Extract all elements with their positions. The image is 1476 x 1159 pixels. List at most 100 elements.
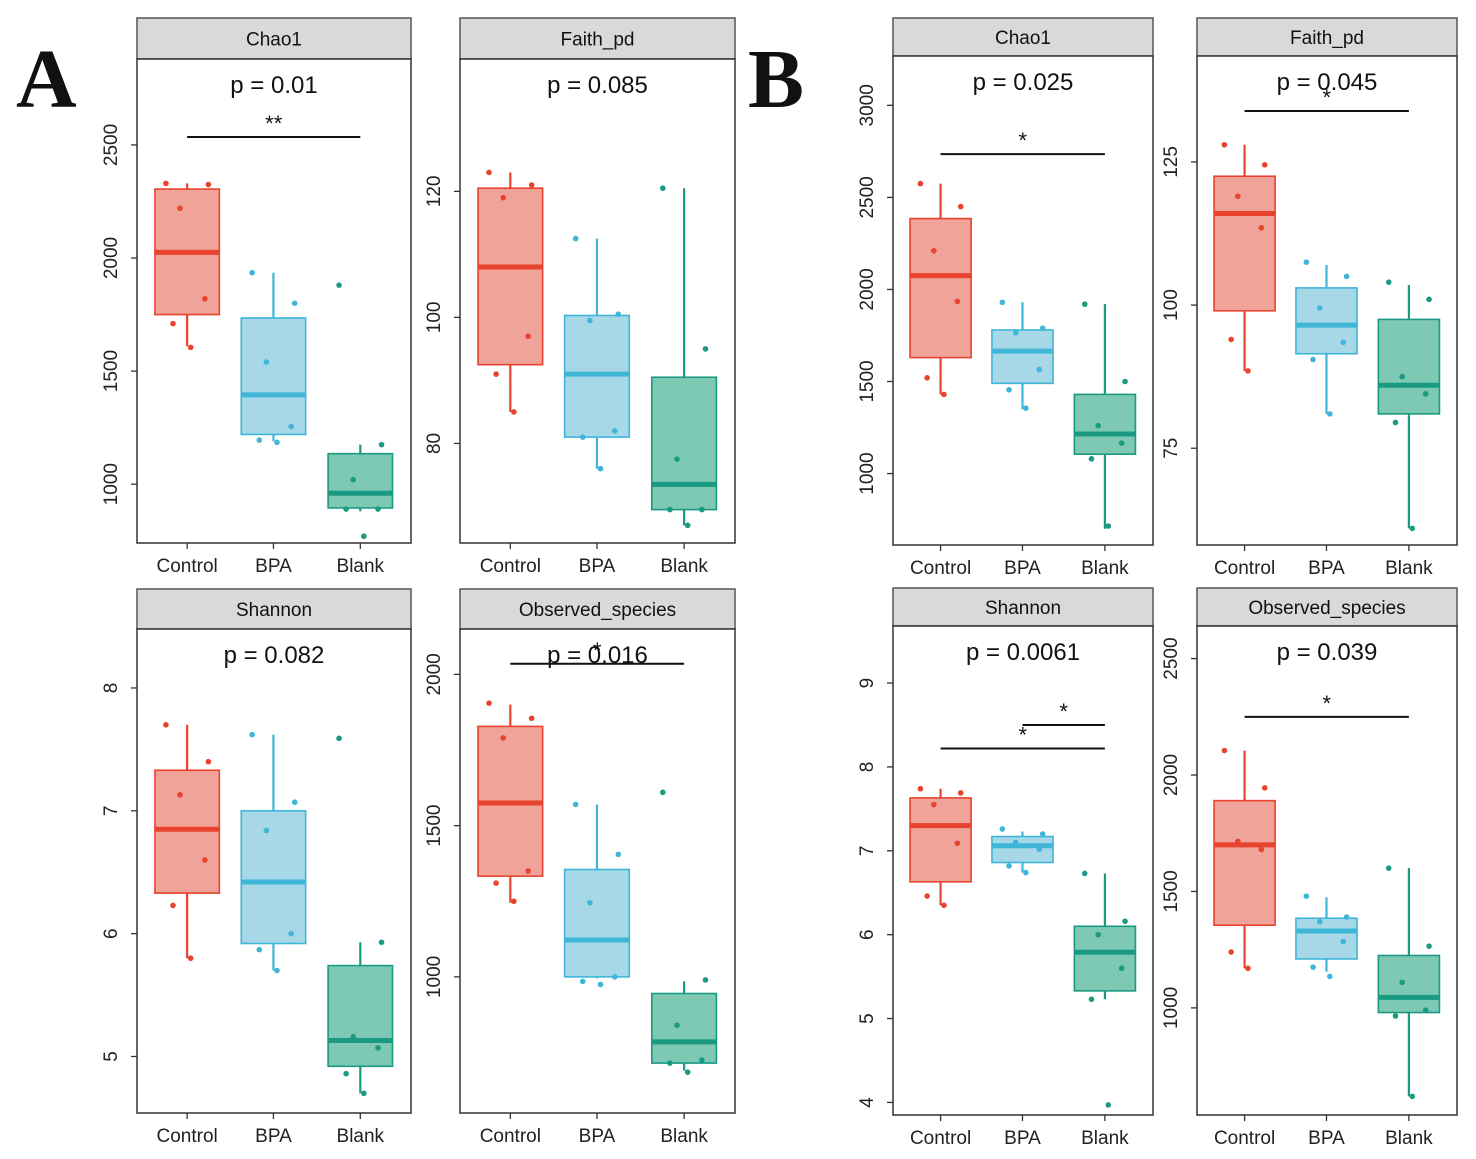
box-control xyxy=(477,187,544,366)
data-point xyxy=(1095,931,1101,938)
significance-label: * xyxy=(1018,128,1027,153)
data-point xyxy=(1118,965,1125,972)
x-tick-label: Blank xyxy=(1385,1128,1433,1149)
data-point xyxy=(1245,368,1251,374)
box-bpa xyxy=(563,868,631,978)
panel-label-b: B xyxy=(748,33,805,126)
y-tick-label: 7 xyxy=(101,806,122,817)
box-bpa xyxy=(240,317,307,436)
data-point xyxy=(177,792,183,798)
p-value-label: p = 0.082 xyxy=(224,642,325,669)
data-point xyxy=(667,1060,673,1066)
p-value-label: p = 0.039 xyxy=(1277,639,1378,666)
data-point xyxy=(1343,914,1350,920)
data-point xyxy=(1316,305,1323,311)
box-blank xyxy=(1073,925,1137,992)
data-point xyxy=(1036,366,1043,373)
y-tick-label: 4 xyxy=(857,1097,878,1108)
data-point xyxy=(684,522,691,529)
data-point xyxy=(1261,161,1268,168)
p-value-label: p = 0.045 xyxy=(1277,69,1378,96)
data-point xyxy=(941,902,947,909)
y-tick-label: 1500 xyxy=(857,360,878,402)
data-point xyxy=(249,731,256,738)
y-tick-label: 1500 xyxy=(101,350,122,392)
data-point xyxy=(587,317,593,324)
y-tick-label: 100 xyxy=(1161,289,1182,321)
x-tick-label: Blank xyxy=(337,556,385,577)
box-blank xyxy=(327,452,394,509)
data-point xyxy=(1327,973,1333,980)
data-point xyxy=(1245,965,1251,972)
x-tick-label: Blank xyxy=(660,1126,708,1147)
y-tick-label: 120 xyxy=(424,175,445,207)
data-point xyxy=(1385,865,1392,871)
data-point xyxy=(674,1022,680,1029)
box-bpa xyxy=(991,835,1054,864)
data-point xyxy=(1081,301,1088,307)
significance-label: * xyxy=(1018,722,1027,747)
data-point xyxy=(1261,785,1268,791)
x-tick-label: Control xyxy=(1214,558,1275,579)
data-point xyxy=(263,359,270,365)
facet-title: Faith_pd xyxy=(561,30,635,51)
data-point xyxy=(493,371,499,377)
data-point xyxy=(1012,839,1019,846)
data-point xyxy=(659,789,666,796)
chart-0-chao1: Chao1 1000 1500 2000 2500 Control BPA Blank p = … xyxy=(101,17,412,577)
data-point xyxy=(375,1045,381,1051)
y-tick-label: 5 xyxy=(857,1013,878,1024)
data-point xyxy=(249,269,256,276)
data-point xyxy=(493,880,499,886)
data-point xyxy=(917,785,924,792)
data-point xyxy=(702,977,709,983)
data-point xyxy=(1392,419,1399,426)
data-point xyxy=(1258,846,1265,853)
data-point xyxy=(1385,279,1392,285)
x-tick-label: BPA xyxy=(255,556,292,577)
data-point xyxy=(931,801,937,808)
data-point xyxy=(999,826,1006,832)
y-tick-label: 1000 xyxy=(424,956,445,998)
data-point xyxy=(1039,325,1046,331)
x-tick-label: Blank xyxy=(337,1126,385,1147)
data-point xyxy=(288,423,294,430)
chart-1-faith-pd: Faith_pd 80 100 120 Control BPA Blank p = 0.085 xyxy=(424,17,736,577)
significance-label: ** xyxy=(265,111,283,136)
box-bpa xyxy=(1295,287,1358,355)
significance-label: * xyxy=(1059,699,1068,724)
y-tick-label: 8 xyxy=(857,762,878,773)
chart-6-shannon: Shannon 4 5 6 7 8 9 Control BPA Blank p = 0.0061 * * xyxy=(857,587,1154,1149)
data-point xyxy=(954,840,961,847)
data-point xyxy=(350,476,357,483)
box-bpa xyxy=(991,329,1054,385)
x-tick-label: Blank xyxy=(1081,1128,1129,1149)
data-point xyxy=(1088,996,1095,1003)
data-point xyxy=(1105,523,1112,529)
data-point xyxy=(1343,273,1350,280)
data-point xyxy=(684,1069,691,1075)
x-tick-label: Blank xyxy=(1385,558,1433,579)
data-point xyxy=(954,298,961,305)
facet-title: Chao1 xyxy=(995,28,1051,49)
data-point xyxy=(361,533,367,540)
y-tick-label: 75 xyxy=(1161,438,1182,459)
x-tick-label: Control xyxy=(910,558,971,579)
x-tick-label: BPA xyxy=(579,1126,616,1147)
data-point xyxy=(170,902,176,909)
x-tick-label: BPA xyxy=(579,556,616,577)
data-point xyxy=(1081,870,1088,877)
x-tick-label: Control xyxy=(1214,1128,1275,1149)
x-tick-label: Blank xyxy=(660,556,708,577)
data-point xyxy=(917,180,924,187)
data-point xyxy=(1409,525,1416,532)
data-point xyxy=(615,311,622,318)
x-tick-label: BPA xyxy=(1004,558,1041,579)
data-point xyxy=(1340,938,1347,945)
chart-7-observed-species: Observed_species 1000 1500 2000 2500 Control B… xyxy=(1161,587,1458,1149)
data-point xyxy=(659,185,666,191)
facet-title: Shannon xyxy=(985,598,1061,619)
x-tick-label: Control xyxy=(910,1128,971,1149)
